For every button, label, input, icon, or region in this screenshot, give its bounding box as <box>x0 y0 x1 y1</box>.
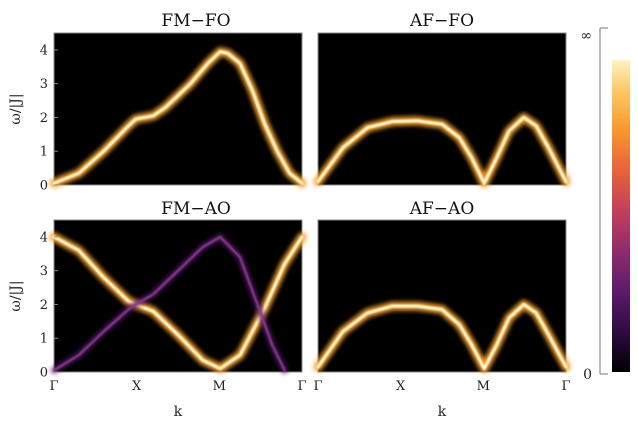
y-tick-label: 0 <box>40 179 48 194</box>
x-tick-label: Γ <box>313 379 322 394</box>
panel-af-fo: AF−FO <box>313 11 571 188</box>
dispersion-band <box>52 235 304 371</box>
panel-fm-fo: FM−FO 0 1 2 3 4 ω/|J| <box>8 11 307 194</box>
panel-title: FM−AO <box>161 199 231 219</box>
x-tick-label: X <box>132 379 142 394</box>
panel-title: FM−FO <box>161 11 230 31</box>
plot-area <box>53 219 303 373</box>
dispersion-band <box>316 302 568 371</box>
y-tick-label: 4 <box>40 230 48 245</box>
dispersion-band <box>316 115 568 185</box>
x-axis-label: k <box>174 404 183 420</box>
x-tick-label: Γ <box>297 379 306 394</box>
panel-title: AF−AO <box>409 199 475 219</box>
plot-area <box>317 32 567 186</box>
panel-fm-ao: FM−AO 0 1 2 3 4 Γ X M Γ ω/|J| k <box>8 199 307 420</box>
colorbar-min-label: 0 <box>583 367 592 383</box>
x-axis-label: k <box>438 404 447 420</box>
colorbar-max-label: ∞ <box>580 28 592 44</box>
dispersion-band <box>52 235 286 372</box>
colorbar: ∞ 0 <box>580 27 630 383</box>
panel-title: AF−FO <box>409 11 474 31</box>
y-tick-label: 1 <box>40 332 48 347</box>
y-tick-label: 2 <box>40 298 48 313</box>
x-tick-label: Γ <box>49 379 58 394</box>
y-axis-label: ω/|J| <box>8 93 24 124</box>
plot-area <box>317 219 567 373</box>
y-tick-label: 3 <box>40 264 48 279</box>
panel-af-ao: AF−AO Γ X M Γ k <box>313 199 570 420</box>
y-tick-label: 1 <box>40 145 48 160</box>
y-tick-label: 2 <box>40 111 48 126</box>
y-tick-label: 3 <box>40 77 48 92</box>
y-tick-label: 0 <box>40 366 48 381</box>
colorbar-gradient <box>612 60 630 372</box>
dispersion-band <box>52 50 304 185</box>
x-tick-label: X <box>396 379 406 394</box>
x-tick-label: Γ <box>561 379 570 394</box>
x-tick-label: M <box>477 379 490 394</box>
y-axis-label: ω/|J| <box>8 280 24 311</box>
y-tick-label: 4 <box>40 43 48 58</box>
x-tick-label: M <box>213 379 226 394</box>
